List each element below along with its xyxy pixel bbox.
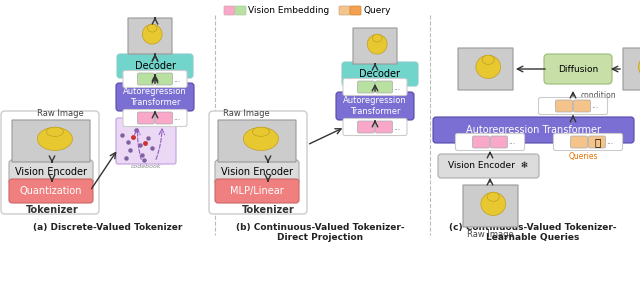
Text: Diffusion: Diffusion xyxy=(558,64,598,74)
Ellipse shape xyxy=(142,24,162,44)
Text: Quantization: Quantization xyxy=(20,186,83,196)
Text: Vision Embedding: Vision Embedding xyxy=(248,6,329,15)
Ellipse shape xyxy=(487,192,499,201)
Text: Autoregression Transformer: Autoregression Transformer xyxy=(466,125,601,135)
FancyBboxPatch shape xyxy=(235,6,246,15)
FancyBboxPatch shape xyxy=(538,97,607,114)
FancyBboxPatch shape xyxy=(376,81,392,93)
FancyBboxPatch shape xyxy=(573,100,591,112)
FancyBboxPatch shape xyxy=(209,111,307,214)
FancyBboxPatch shape xyxy=(554,133,623,151)
FancyBboxPatch shape xyxy=(433,117,634,143)
FancyBboxPatch shape xyxy=(9,179,93,203)
Ellipse shape xyxy=(639,55,640,78)
Text: Query: Query xyxy=(363,6,390,15)
Text: condition: condition xyxy=(581,91,616,99)
Text: Raw Image: Raw Image xyxy=(37,109,84,118)
FancyBboxPatch shape xyxy=(556,100,573,112)
Text: ...: ... xyxy=(173,74,180,83)
FancyBboxPatch shape xyxy=(358,81,374,93)
Ellipse shape xyxy=(147,24,157,32)
Text: Vision Encoder  ❄: Vision Encoder ❄ xyxy=(449,162,529,170)
FancyBboxPatch shape xyxy=(544,54,612,84)
FancyBboxPatch shape xyxy=(339,6,350,15)
FancyBboxPatch shape xyxy=(116,118,176,164)
Text: Autoregression
Transformer: Autoregression Transformer xyxy=(123,87,187,107)
FancyBboxPatch shape xyxy=(343,78,407,95)
Text: (a) Discrete-Valued Tokenizer: (a) Discrete-Valued Tokenizer xyxy=(33,223,182,232)
Ellipse shape xyxy=(243,127,278,151)
FancyBboxPatch shape xyxy=(623,48,640,90)
Text: 🔥: 🔥 xyxy=(595,137,601,147)
Text: ...: ... xyxy=(173,114,180,122)
Text: ...: ... xyxy=(394,122,401,131)
FancyBboxPatch shape xyxy=(117,54,193,78)
FancyBboxPatch shape xyxy=(343,118,407,135)
FancyBboxPatch shape xyxy=(463,185,518,227)
FancyBboxPatch shape xyxy=(156,73,173,85)
FancyBboxPatch shape xyxy=(123,70,187,87)
Text: Vision Encoder: Vision Encoder xyxy=(221,167,293,177)
Ellipse shape xyxy=(46,127,63,136)
Text: Decoder: Decoder xyxy=(360,69,401,79)
FancyBboxPatch shape xyxy=(350,6,361,15)
FancyBboxPatch shape xyxy=(458,48,513,90)
FancyBboxPatch shape xyxy=(589,136,605,148)
FancyBboxPatch shape xyxy=(376,121,392,133)
Ellipse shape xyxy=(252,127,269,136)
Text: (c) Continuous-Valued Tokenizer-
Learnable Queries: (c) Continuous-Valued Tokenizer- Learnab… xyxy=(449,223,617,243)
FancyBboxPatch shape xyxy=(472,136,490,148)
Ellipse shape xyxy=(476,55,500,78)
FancyBboxPatch shape xyxy=(138,112,154,124)
Text: Tokenizer: Tokenizer xyxy=(242,205,294,215)
FancyBboxPatch shape xyxy=(9,160,93,184)
FancyBboxPatch shape xyxy=(456,133,525,151)
FancyBboxPatch shape xyxy=(1,111,99,214)
Text: Tokenizer: Tokenizer xyxy=(26,205,78,215)
Text: Vision Encoder: Vision Encoder xyxy=(15,167,87,177)
FancyBboxPatch shape xyxy=(128,18,172,54)
FancyBboxPatch shape xyxy=(336,92,414,120)
FancyBboxPatch shape xyxy=(156,112,173,124)
Text: ...: ... xyxy=(607,137,614,147)
FancyBboxPatch shape xyxy=(438,154,539,178)
Ellipse shape xyxy=(482,55,494,64)
Text: ...: ... xyxy=(508,137,516,147)
Text: Raw Image: Raw Image xyxy=(467,230,513,239)
FancyBboxPatch shape xyxy=(138,73,154,85)
FancyBboxPatch shape xyxy=(215,160,299,184)
FancyBboxPatch shape xyxy=(12,120,90,162)
Ellipse shape xyxy=(37,127,72,151)
Text: ...: ... xyxy=(591,101,598,110)
FancyBboxPatch shape xyxy=(358,121,374,133)
Text: codebook: codebook xyxy=(131,164,161,169)
FancyBboxPatch shape xyxy=(224,6,235,15)
Text: MLP/Linear: MLP/Linear xyxy=(230,186,284,196)
Ellipse shape xyxy=(372,34,382,42)
Text: ...: ... xyxy=(394,82,401,91)
FancyBboxPatch shape xyxy=(218,120,296,162)
FancyBboxPatch shape xyxy=(570,136,588,148)
Text: Queries: Queries xyxy=(568,152,598,161)
FancyBboxPatch shape xyxy=(342,62,418,86)
Text: Raw Image: Raw Image xyxy=(223,109,269,118)
Ellipse shape xyxy=(367,34,387,54)
FancyBboxPatch shape xyxy=(215,179,299,203)
FancyBboxPatch shape xyxy=(490,136,508,148)
FancyBboxPatch shape xyxy=(353,28,397,64)
Text: Autoregression
Transformer: Autoregression Transformer xyxy=(343,96,407,116)
Ellipse shape xyxy=(481,192,506,216)
Text: (b) Continuous-Valued Tokenizer-
Direct Projection: (b) Continuous-Valued Tokenizer- Direct … xyxy=(236,223,404,243)
Text: Decoder: Decoder xyxy=(134,61,175,71)
FancyBboxPatch shape xyxy=(123,110,187,126)
FancyBboxPatch shape xyxy=(116,83,194,111)
